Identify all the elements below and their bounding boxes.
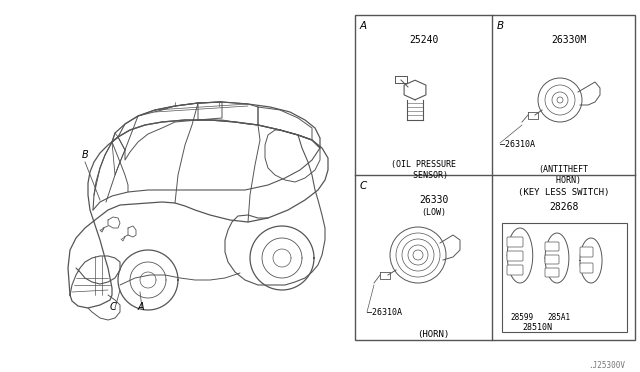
- FancyBboxPatch shape: [545, 255, 559, 264]
- Circle shape: [390, 227, 446, 283]
- Text: 28510N: 28510N: [522, 323, 552, 332]
- Text: 26330: 26330: [419, 195, 448, 205]
- Bar: [502, 223, 627, 332]
- Text: 26330M: 26330M: [551, 35, 586, 45]
- FancyBboxPatch shape: [580, 247, 593, 257]
- FancyBboxPatch shape: [545, 268, 559, 277]
- FancyBboxPatch shape: [507, 237, 523, 247]
- Text: (KEY LESS SWITCH): (KEY LESS SWITCH): [518, 188, 609, 197]
- Text: 285A1: 285A1: [547, 313, 570, 322]
- Text: (LOW): (LOW): [421, 208, 446, 217]
- Bar: [355, 15, 635, 340]
- FancyBboxPatch shape: [507, 251, 523, 261]
- FancyBboxPatch shape: [580, 263, 593, 273]
- Text: (OIL PRESSURE
   SENSOR): (OIL PRESSURE SENSOR): [391, 160, 456, 180]
- Text: —26310A: —26310A: [367, 308, 402, 317]
- Text: (ANTITHEFT
  HORN): (ANTITHEFT HORN): [538, 165, 589, 185]
- Text: (HORN): (HORN): [417, 330, 450, 339]
- Text: 25240: 25240: [409, 35, 438, 45]
- Text: B: B: [497, 21, 504, 31]
- FancyBboxPatch shape: [545, 242, 559, 251]
- FancyBboxPatch shape: [507, 265, 523, 275]
- Text: .J25300V: .J25300V: [588, 361, 625, 370]
- Text: B: B: [82, 150, 89, 160]
- Text: 28268: 28268: [549, 202, 578, 212]
- Text: C: C: [110, 302, 116, 312]
- Text: —26310A: —26310A: [500, 140, 535, 149]
- Text: 28599: 28599: [510, 313, 533, 322]
- Text: C: C: [360, 181, 367, 191]
- Text: A: A: [360, 21, 367, 31]
- Circle shape: [538, 78, 582, 122]
- Text: A: A: [138, 302, 145, 312]
